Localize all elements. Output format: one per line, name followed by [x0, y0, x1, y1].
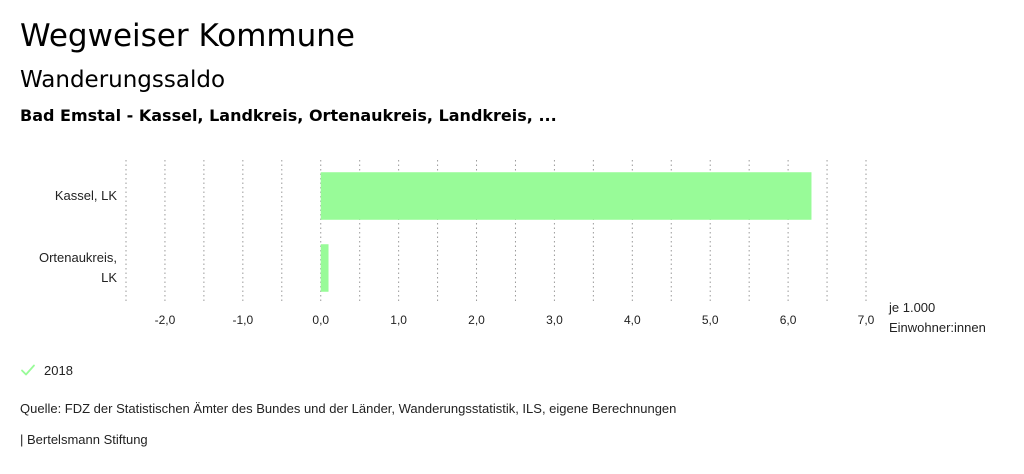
- category-label-0: Kassel, LK: [55, 188, 117, 203]
- chart-bars: [320, 172, 812, 292]
- legend-item-2018[interactable]: 2018: [20, 362, 73, 378]
- x-tick-label: 7,0: [858, 313, 875, 327]
- x-tick-label: 3,0: [546, 313, 563, 327]
- x-tick-label: 6,0: [780, 313, 797, 327]
- bar-1[interactable]: [320, 244, 329, 292]
- source-note: Quelle: FDZ der Statistischen Ämter des …: [20, 401, 677, 416]
- chart-subtitle: Wanderungssaldo: [20, 67, 226, 93]
- category-labels: Kassel, LK Ortenaukreis, LK: [39, 188, 117, 285]
- page-title: Wegweiser Kommune: [20, 18, 355, 54]
- region-selection: Bad Emstal - Kassel, Landkreis, Ortenauk…: [20, 106, 557, 125]
- bar-chart: Kassel, LK Ortenaukreis, LK -2,0 -1,0 0,0 1,0…: [39, 160, 875, 327]
- x-tick-label: -1,0: [232, 313, 253, 327]
- x-axis-unit-line-1: je 1.000: [889, 300, 936, 315]
- x-axis-unit-line-2: Einwohner:innen: [889, 320, 986, 335]
- x-tick-label: 5,0: [702, 313, 719, 327]
- x-axis-unit-label: je 1.000 Einwohner:innen: [889, 298, 986, 338]
- x-tick-label: 1,0: [390, 313, 407, 327]
- x-tick-label: -2,0: [155, 313, 176, 327]
- x-axis-ticks: -2,0 -1,0 0,0 1,0 2,0 3,0 4,0 5,0 6,0 7,0: [155, 313, 875, 327]
- legend-label: 2018: [44, 362, 73, 378]
- x-tick-label: 4,0: [624, 313, 641, 327]
- category-label-1: Ortenaukreis, LK: [39, 250, 117, 285]
- credit-note: | Bertelsmann Stiftung: [20, 432, 148, 447]
- bar-0[interactable]: [320, 172, 812, 220]
- x-tick-label: 2,0: [468, 313, 485, 327]
- check-icon: [21, 364, 35, 376]
- x-tick-label: 0,0: [312, 313, 329, 327]
